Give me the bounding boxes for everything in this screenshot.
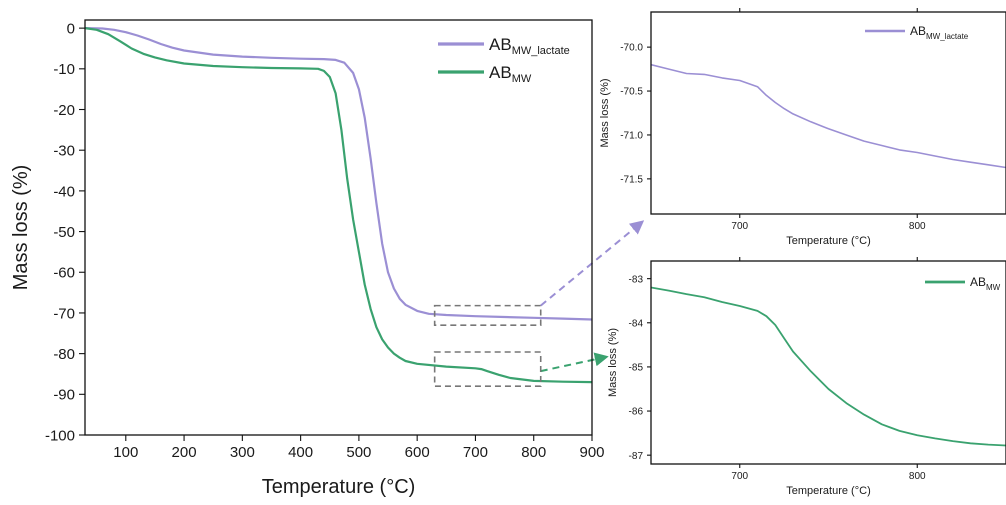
y-tick-label: -70.0 bbox=[620, 43, 643, 54]
y-tick-label: -80 bbox=[53, 346, 75, 363]
x-tick-label: 500 bbox=[346, 444, 371, 461]
y-tick-label: -100 bbox=[45, 427, 75, 444]
inset-chart-lactate: 700 800 -70.0 -70.5 -71.0 -71.5 Temperature (°… bbox=[599, 8, 1006, 247]
y-tick-label: -86 bbox=[629, 407, 644, 418]
y-tick-label: -90 bbox=[53, 387, 75, 404]
y-tick-label: -10 bbox=[53, 61, 75, 78]
x-tick-label: 700 bbox=[731, 221, 748, 232]
inset-chart-mw: 700 800 -83 -84 -85 -86 -87 Temperature (°C) Mas… bbox=[607, 257, 1006, 497]
legend-label: ABMW bbox=[489, 63, 532, 85]
x-tick-label: 800 bbox=[909, 471, 926, 482]
x-axis-label: Temperature (°C) bbox=[786, 485, 870, 497]
y-tick-label: -20 bbox=[53, 102, 75, 119]
x-tick-label: 800 bbox=[909, 221, 926, 232]
y-tick-label: -85 bbox=[629, 363, 644, 374]
zoom-box-lactate bbox=[433, 304, 542, 326]
x-tick-label: 100 bbox=[113, 444, 138, 461]
legend-label: ABMW_lactate bbox=[489, 35, 570, 57]
x-tick-label: 200 bbox=[172, 444, 197, 461]
y-tick-label: -83 bbox=[629, 274, 644, 285]
y-tick-label: -30 bbox=[53, 143, 75, 160]
plot-frame bbox=[650, 11, 1006, 215]
y-tick-label: -70 bbox=[53, 305, 75, 322]
y-tick-label: -71.0 bbox=[620, 131, 643, 142]
y-tick-label: -71.5 bbox=[620, 174, 643, 185]
x-tick-label: 700 bbox=[731, 471, 748, 482]
legend-label: ABMW_lactate bbox=[910, 24, 969, 41]
series-line-ab-mw bbox=[85, 27, 592, 384]
legend-label: ABMW bbox=[970, 275, 1001, 292]
y-tick-label: -40 bbox=[53, 183, 75, 200]
x-tick-label: 700 bbox=[463, 444, 488, 461]
x-axis-label: Temperature (°C) bbox=[262, 476, 416, 498]
zoom-arrow-mw bbox=[540, 352, 609, 373]
series-line-ab-mw-lactate bbox=[651, 63, 1006, 169]
series-line-ab-mw bbox=[651, 286, 1006, 447]
main-tga-chart: 100 200 300 400 500 600 700 800 900 0 -10 -20 -30 -40… bbox=[10, 19, 605, 498]
y-axis-label: Mass loss (%) bbox=[607, 328, 619, 397]
zoom-box-mw bbox=[433, 351, 542, 387]
x-tick-label: 800 bbox=[521, 444, 546, 461]
y-tick-label: -60 bbox=[53, 265, 75, 282]
y-tick-label: -87 bbox=[629, 451, 644, 462]
y-axis-label: Mass loss (%) bbox=[10, 165, 32, 291]
x-tick-label: 600 bbox=[405, 444, 430, 461]
y-tick-label: -70.5 bbox=[620, 87, 643, 98]
x-tick-label: 300 bbox=[230, 444, 255, 461]
x-tick-label: 400 bbox=[288, 444, 313, 461]
x-tick-label: 900 bbox=[579, 444, 604, 461]
series-line-ab-mw-lactate bbox=[85, 27, 592, 321]
y-axis-label: Mass loss (%) bbox=[599, 78, 611, 147]
plot-frame bbox=[84, 19, 593, 436]
x-axis-label: Temperature (°C) bbox=[786, 235, 870, 247]
plot-frame bbox=[650, 260, 1006, 465]
y-tick-label: -50 bbox=[53, 224, 75, 241]
y-tick-label: -84 bbox=[629, 318, 644, 329]
y-tick-label: 0 bbox=[67, 21, 75, 38]
